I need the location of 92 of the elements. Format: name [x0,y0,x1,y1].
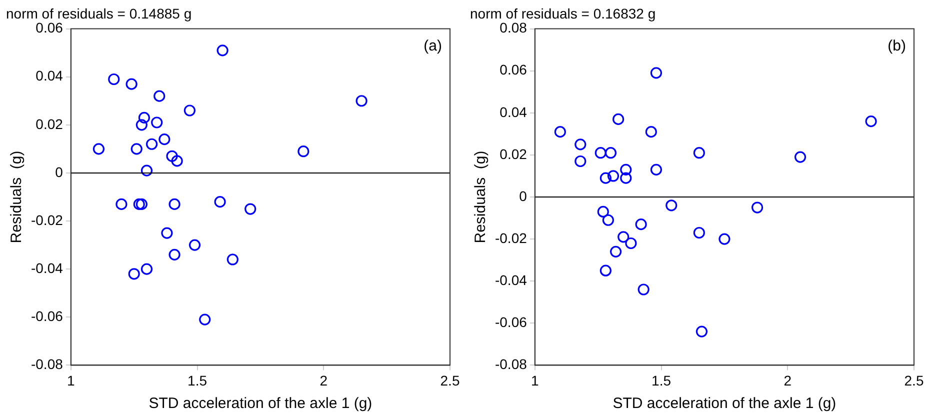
y-tick-label: -0.02 [494,230,528,246]
point [693,226,705,239]
y-tick-label: 0.06 [36,20,64,36]
point [600,264,612,276]
point [168,248,180,260]
point [604,147,617,159]
y-tick-label: 0 [55,164,64,180]
y-tick-label: -0.02 [30,212,64,228]
point [645,126,657,138]
point [214,196,226,208]
point [602,214,614,226]
y-tick-label: 0 [519,188,528,204]
x-tick-label: 2 [320,372,328,388]
point [146,138,158,150]
point [696,326,708,338]
x-tick-label: 1 [531,372,540,388]
point [635,218,647,230]
point [244,203,256,215]
point [612,113,624,126]
point [620,172,632,184]
chart-title: norm of residuals = 0.16832 g [470,5,656,22]
point [610,246,622,258]
annotation: (b) [888,37,906,54]
point [574,155,586,168]
x-tick-label: 1.5 [188,372,208,388]
y-tick-label: -0.08 [30,356,64,372]
point [116,198,128,210]
point [226,254,238,266]
point [151,116,163,128]
chart-title: norm of residuals = 0.14885 g [6,5,192,22]
y-tick-label: -0.08 [494,356,528,372]
annotation: (a) [424,37,442,54]
point [650,164,662,176]
x-axis-title: STD acceleration of the axle 1 (g) [612,395,836,412]
point [594,147,606,159]
point [718,233,730,245]
point [574,138,586,150]
point [133,198,145,210]
point [600,172,612,184]
point [136,119,148,131]
x-tick-label: 1.5 [652,372,672,388]
point [136,198,148,210]
y-tick-label: 0.04 [36,68,64,84]
point [794,151,806,163]
y-tick-label: 0.08 [500,20,528,36]
y-tick-label: 0.02 [36,116,64,132]
point [161,227,173,239]
y-axis-title: Residuals (g) [472,150,490,244]
point [130,143,142,155]
point [356,95,368,107]
y-axis-title: Residuals (g) [8,150,26,244]
x-tick-label: 1 [67,372,76,388]
x-tick-label: 2.5 [904,372,924,388]
point [126,78,138,90]
y-tick-label: 0.02 [500,146,528,162]
x-axis-title: STD acceleration of the axle 1 (g) [148,395,372,412]
point [666,200,678,212]
point [650,67,662,79]
point [199,314,211,326]
point [138,112,150,124]
point [554,126,566,138]
point [216,44,228,56]
point [128,268,140,280]
y-tick-label: 0.06 [500,62,528,78]
y-tick-label: 0.04 [500,104,528,120]
y-tick-label: -0.04 [494,272,528,288]
point [865,116,877,128]
point [188,239,201,251]
point [108,73,120,86]
point [752,202,764,214]
point [92,143,105,155]
point [620,164,632,176]
point [184,104,196,116]
point [154,90,166,102]
y-tick-label: -0.06 [30,308,64,324]
point [618,231,630,243]
x-tick-label: 2.5 [440,372,460,388]
point [171,155,183,167]
point [140,263,153,275]
point [625,237,637,250]
point [166,150,178,162]
x-tick-label: 2 [784,372,792,388]
y-tick-label: -0.04 [30,260,64,276]
point [158,134,170,146]
point [638,284,650,296]
point [168,198,180,210]
point [140,164,153,176]
point [597,206,609,218]
point [298,146,310,158]
point [693,147,705,159]
point [607,170,620,182]
y-tick-label: -0.06 [494,314,528,330]
